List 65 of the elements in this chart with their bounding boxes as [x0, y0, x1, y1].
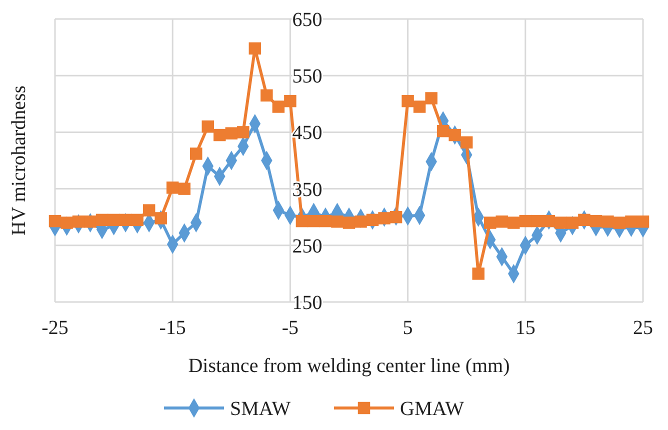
y-tick-label: 150: [292, 292, 322, 314]
y-tick-label: 250: [292, 235, 322, 258]
point: [331, 216, 344, 228]
point: [119, 214, 132, 226]
point: [436, 124, 450, 138]
point: [460, 136, 473, 149]
point: [448, 128, 461, 142]
point: [214, 128, 226, 142]
point: [142, 204, 156, 216]
point: [260, 89, 273, 102]
legend-label: SMAW: [230, 398, 291, 420]
point: [472, 268, 484, 280]
point: [566, 216, 579, 229]
point: [72, 216, 85, 228]
point: [166, 182, 179, 194]
point: [96, 214, 108, 226]
point: [484, 216, 496, 229]
point: [354, 216, 367, 228]
point: [60, 216, 73, 229]
point: [190, 148, 202, 160]
legend-label: GMAW: [400, 398, 464, 420]
point: [613, 216, 626, 229]
point: [154, 212, 167, 224]
point: [531, 214, 544, 228]
point: [519, 214, 532, 228]
y-axis-title: HV microhardness: [8, 85, 30, 236]
point: [590, 214, 602, 228]
point: [413, 100, 426, 113]
point: [272, 100, 285, 113]
point: [225, 127, 238, 140]
point: [342, 216, 356, 229]
x-tick-label: 15: [515, 317, 536, 339]
point: [602, 216, 614, 228]
point: [108, 214, 120, 226]
point: [425, 92, 438, 104]
x-tick-label: -5: [282, 317, 299, 339]
x-tick-label: -15: [159, 317, 186, 339]
point: [202, 120, 214, 133]
point: [378, 212, 390, 224]
point: [366, 214, 379, 226]
point: [508, 216, 520, 229]
point: [248, 42, 262, 55]
point: [284, 94, 296, 108]
point: [636, 216, 650, 228]
point: [131, 214, 144, 226]
point: [554, 216, 567, 229]
x-axis-title: Distance from welding center line (mm): [188, 355, 510, 377]
point: [48, 214, 62, 228]
point: [84, 216, 96, 228]
x-tick-label: -25: [42, 317, 68, 339]
y-tick-label: 550: [292, 66, 322, 88]
point: [237, 126, 250, 138]
y-tick-label: 650: [292, 9, 322, 31]
point: [402, 94, 414, 108]
point: [319, 214, 332, 228]
point: [542, 214, 556, 228]
x-tick-label: 5: [402, 317, 413, 339]
point: [496, 216, 508, 228]
point: [308, 214, 320, 228]
point: [625, 216, 638, 228]
point: [578, 214, 590, 226]
point: [296, 214, 308, 228]
x-tick-label: 25: [633, 317, 653, 339]
point: [178, 182, 190, 195]
point: [390, 210, 402, 224]
